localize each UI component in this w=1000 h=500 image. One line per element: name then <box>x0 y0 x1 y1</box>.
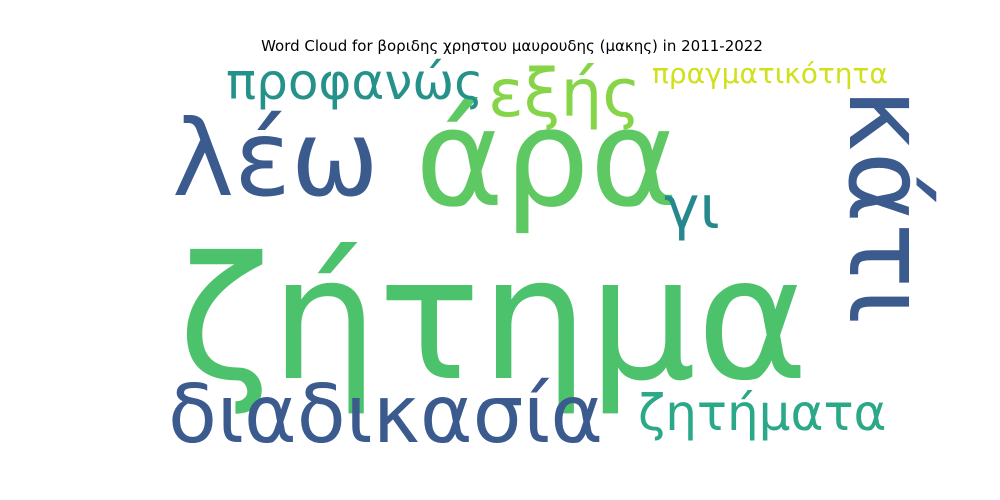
word-exis: εξής <box>488 55 641 132</box>
word-zitimata: ζητήματα <box>638 384 887 442</box>
word-ara: άρα <box>415 80 679 237</box>
word-diadikasia: διαδικασία <box>168 368 603 461</box>
word-lew: λέω <box>172 98 379 220</box>
word-pragmatikotita: πραγματικότητα <box>652 57 888 90</box>
word-gi: γι <box>664 173 720 243</box>
chart-title: Word Cloud for βοριδης χρηστου μαυρουδης… <box>261 37 763 55</box>
word-zhtima: ζήτημα <box>178 221 809 419</box>
word-profanws: προφανώς <box>226 53 484 111</box>
word-kati: κάτι <box>824 88 949 324</box>
